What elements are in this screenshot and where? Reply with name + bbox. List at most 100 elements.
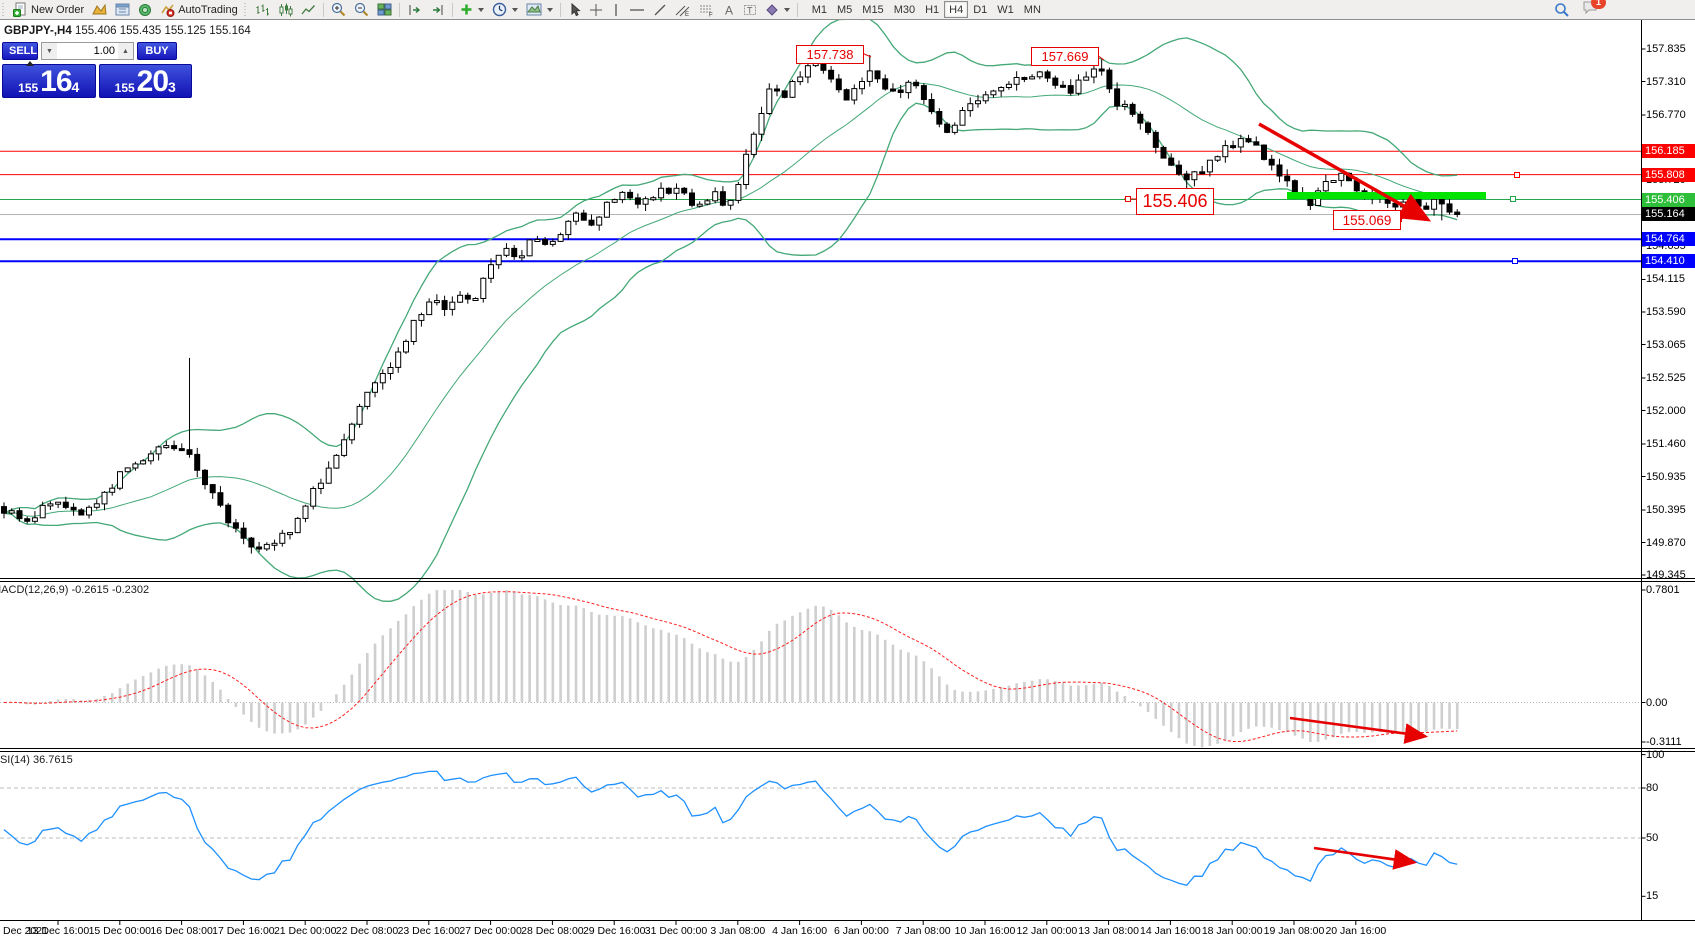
- price-axis-tick: 151.460: [1646, 437, 1686, 450]
- object-handle[interactable]: [1514, 172, 1520, 178]
- timeframe-toolbar: M1 M5 M15 M30 H1 H4 D1 W1 MN: [807, 1, 1046, 18]
- date-axis-label[interactable]: 23 Dec 16:00: [397, 925, 461, 937]
- tile-windows-button[interactable]: [373, 1, 396, 18]
- data-window-button[interactable]: [111, 1, 134, 18]
- date-axis-label[interactable]: 17 Dec 16:00: [212, 925, 275, 937]
- zoom-out-button[interactable]: [350, 1, 373, 18]
- equidistant-channel-tool-button[interactable]: E: [671, 1, 695, 18]
- date-axis-label[interactable]: 21 Dec 00:00: [273, 925, 337, 937]
- zoom-in-icon: [331, 2, 345, 17]
- timeframe-button-MN[interactable]: MN: [1019, 1, 1046, 18]
- drawing-objects[interactable]: [861, 52, 1520, 870]
- rsi-axis-label: 80: [1646, 781, 1659, 794]
- timeframe-button-W1[interactable]: W1: [992, 1, 1019, 18]
- horizontal-line-objects[interactable]: [0, 150, 1641, 263]
- clock-icon: [492, 2, 506, 17]
- panel-frames: [0, 19, 1695, 925]
- date-axis-label[interactable]: 13 Dec 16:00: [26, 925, 90, 937]
- notifications-button[interactable]: 1: [1582, 0, 1606, 20]
- dropdown-caret-icon: [783, 7, 790, 12]
- date-axis-label[interactable]: 16 Dec 08:00: [150, 925, 213, 937]
- date-axis-label[interactable]: 31 Dec 00:00: [644, 925, 708, 937]
- toolbar-grip[interactable]: [2, 2, 7, 17]
- timeframe-button-M5[interactable]: M5: [832, 1, 857, 18]
- autotrading-label: AutoTrading: [178, 3, 238, 16]
- object-handle[interactable]: [1510, 196, 1516, 202]
- cursor-tool-button[interactable]: [564, 1, 585, 18]
- candlestick-series: [1, 55, 1461, 554]
- new-order-button[interactable]: New Order: [9, 1, 88, 18]
- price-annotation[interactable]: 155.406: [1136, 188, 1214, 215]
- date-axis-label[interactable]: 15 Dec 00:00: [88, 925, 152, 937]
- charts-profile-button[interactable]: [88, 1, 111, 18]
- buy-price-display[interactable]: 155 20 3: [98, 64, 192, 98]
- trendline-tool-button[interactable]: [649, 1, 671, 18]
- price-annotation[interactable]: 155.069: [1333, 210, 1401, 230]
- trend-arrow[interactable]: [1289, 716, 1429, 744]
- shapes-tool-button[interactable]: [761, 1, 794, 18]
- date-axis-label[interactable]: 22 Dec 08:00: [335, 925, 399, 937]
- date-axis-label[interactable]: 28 Dec 08:00: [521, 925, 584, 937]
- price-axis-badge: 154.410: [1642, 254, 1695, 269]
- crosshair-tool-button[interactable]: [585, 1, 607, 18]
- date-axis-label[interactable]: 3 Jan 08:00: [710, 925, 766, 937]
- date-axis-label[interactable]: 19 Jan 08:00: [1263, 925, 1325, 937]
- chart-shift-button[interactable]: [426, 1, 449, 18]
- date-axis-label[interactable]: 10 Jan 16:00: [954, 925, 1016, 937]
- timeframe-button-H1[interactable]: H1: [920, 1, 944, 18]
- date-axis-label[interactable]: 29 Dec 16:00: [582, 925, 646, 937]
- timeframe-button-M30[interactable]: M30: [889, 1, 920, 18]
- price-annotation[interactable]: 157.669: [1031, 47, 1099, 66]
- line-chart-button[interactable]: [297, 1, 320, 18]
- date-axis-label[interactable]: 27 Dec 00:00: [459, 925, 522, 937]
- text-tool-button[interactable]: A: [719, 1, 739, 18]
- search-button[interactable]: [1550, 1, 1574, 18]
- rsi-indicator-label: RSI(14) 36.7615: [0, 754, 73, 766]
- volume-increase-button[interactable]: ▲: [118, 43, 133, 59]
- price-annotation[interactable]: 157.738: [796, 45, 864, 64]
- navigator-button[interactable]: [134, 1, 156, 18]
- object-handle[interactable]: [1125, 196, 1131, 202]
- date-axis-label[interactable]: 20 Jan 16:00: [1325, 925, 1387, 937]
- sell-price-display[interactable]: 155 16 4: [2, 64, 96, 98]
- buy-button[interactable]: BUY: [137, 42, 177, 60]
- object-handle[interactable]: [1512, 258, 1518, 264]
- trend-arrow[interactable]: [1258, 122, 1432, 222]
- price-axis-tick: 157.310: [1646, 75, 1686, 88]
- sell-button[interactable]: SELL: [2, 42, 38, 60]
- auto-scroll-button[interactable]: [403, 1, 426, 18]
- date-axis-label[interactable]: 4 Jan 16:00: [772, 925, 828, 937]
- price-axis-tick: 157.835: [1646, 43, 1686, 55]
- date-axis-label[interactable]: 14 Jan 16:00: [1140, 925, 1201, 937]
- date-axis-label[interactable]: 6 Jan 00:00: [833, 925, 889, 937]
- autotrading-button[interactable]: AutoTrading: [156, 1, 242, 18]
- add-indicator-icon: [461, 4, 472, 15]
- toolbar-grip[interactable]: [243, 2, 249, 17]
- date-axis-label[interactable]: 7 Jan 08:00: [895, 925, 951, 937]
- periods-button[interactable]: [488, 1, 522, 18]
- timeframe-button-H4[interactable]: H4: [944, 1, 969, 18]
- timeframe-button-M1[interactable]: M1: [807, 1, 832, 18]
- volume-input[interactable]: [57, 43, 118, 59]
- fibonacci-tool-button[interactable]: F: [695, 1, 719, 18]
- vertical-line-tool-button[interactable]: [607, 1, 625, 18]
- indicators-button[interactable]: [456, 1, 488, 18]
- trend-arrow[interactable]: [1313, 846, 1418, 870]
- candlestick-chart-button[interactable]: [274, 1, 297, 18]
- price-axis-tick: 156.770: [1646, 108, 1686, 121]
- timeframe-button-D1[interactable]: D1: [968, 1, 992, 18]
- date-axis-label[interactable]: 13 Jan 08:00: [1078, 925, 1139, 937]
- horizontal-line-tool-button[interactable]: [625, 1, 649, 18]
- date-axis-label[interactable]: 18 Jan 00:00: [1201, 925, 1263, 937]
- autotrading-icon: [161, 4, 175, 17]
- volume-decrease-button[interactable]: ▼: [42, 43, 57, 59]
- zoom-in-button[interactable]: [327, 1, 350, 18]
- bar-chart-button[interactable]: [251, 1, 274, 18]
- timeframe-button-M15[interactable]: M15: [857, 1, 888, 18]
- text-label-tool-button[interactable]: T: [739, 1, 761, 18]
- templates-button[interactable]: [522, 1, 557, 18]
- zoom-out-icon: [354, 2, 368, 17]
- date-axis-label[interactable]: 12 Jan 00:00: [1016, 925, 1078, 937]
- horizontal-line-icon: [629, 8, 644, 11]
